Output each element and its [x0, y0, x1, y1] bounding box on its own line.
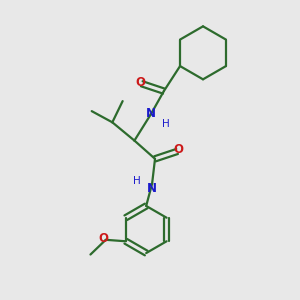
Text: O: O	[135, 76, 145, 89]
Text: O: O	[174, 143, 184, 157]
Text: N: N	[147, 182, 157, 195]
Text: H: H	[162, 119, 170, 129]
Text: H: H	[133, 176, 141, 186]
Text: N: N	[146, 107, 156, 120]
Text: O: O	[98, 232, 108, 245]
